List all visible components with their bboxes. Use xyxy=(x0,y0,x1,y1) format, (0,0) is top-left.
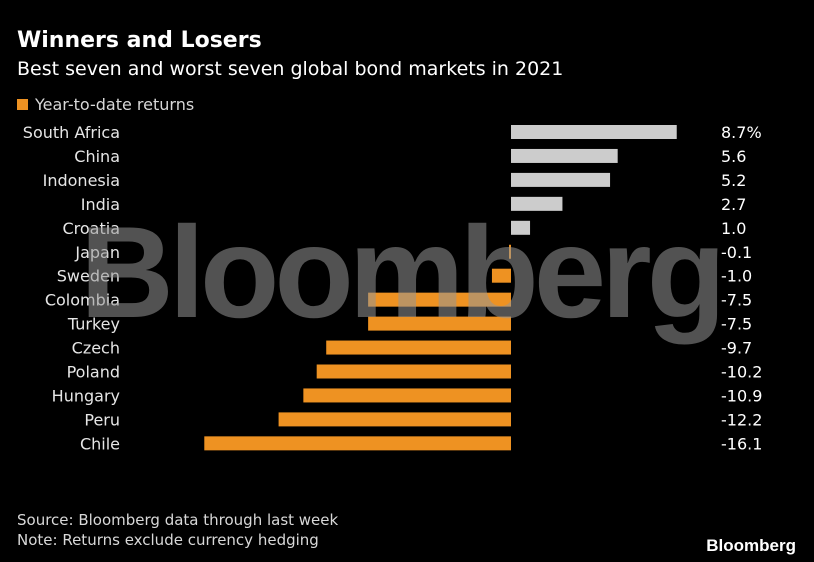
value-label: -10.2 xyxy=(721,363,762,382)
category-label: Peru xyxy=(84,410,120,429)
bar xyxy=(491,268,511,283)
bar xyxy=(326,340,511,355)
value-label: 5.6 xyxy=(721,147,746,166)
category-label: Indonesia xyxy=(43,171,120,190)
bloomberg-logo: Bloomberg xyxy=(706,536,796,555)
footnote: Note: Returns exclude currency hedging xyxy=(17,531,319,549)
source-note: Source: Bloomberg data through last week xyxy=(17,511,339,529)
category-label: Poland xyxy=(67,363,120,382)
bar xyxy=(511,196,563,211)
category-label: Turkey xyxy=(67,315,120,334)
bar xyxy=(278,412,511,427)
value-label: -10.9 xyxy=(721,386,762,405)
bar xyxy=(368,292,511,307)
legend-swatch xyxy=(17,99,28,110)
bar xyxy=(511,220,531,235)
value-label: 8.7% xyxy=(721,123,762,142)
category-label: South Africa xyxy=(23,123,120,142)
category-label: Chile xyxy=(80,434,120,453)
legend-label: Year-to-date returns xyxy=(35,95,195,114)
category-label: Colombia xyxy=(45,291,120,310)
chart-subtitle: Best seven and worst seven global bond m… xyxy=(17,58,564,80)
value-label: -9.7 xyxy=(721,339,752,358)
value-label: 5.2 xyxy=(721,171,746,190)
bar xyxy=(511,125,677,139)
bar xyxy=(509,244,511,259)
value-label: -1.0 xyxy=(721,267,752,286)
value-label: -16.1 xyxy=(721,434,762,453)
category-label: India xyxy=(81,195,120,214)
category-label: China xyxy=(74,147,120,166)
bar xyxy=(511,148,618,163)
value-label: -7.5 xyxy=(721,291,752,310)
category-label: Sweden xyxy=(57,267,120,286)
bar xyxy=(316,364,511,379)
bar xyxy=(303,388,511,403)
value-label: -12.2 xyxy=(721,410,762,429)
bar xyxy=(368,316,511,331)
bar xyxy=(204,436,512,451)
value-label: -7.5 xyxy=(721,315,752,334)
category-label: Hungary xyxy=(52,386,120,405)
bar xyxy=(511,172,611,187)
legend: Year-to-date returns xyxy=(17,95,194,114)
category-label: Japan xyxy=(74,243,120,262)
chart-title: Winners and Losers xyxy=(17,28,262,53)
category-label: Czech xyxy=(72,339,120,358)
category-label: Croatia xyxy=(62,219,120,238)
value-label: 2.7 xyxy=(721,195,746,214)
value-label: -0.1 xyxy=(721,243,752,262)
value-label: 1.0 xyxy=(721,219,746,238)
